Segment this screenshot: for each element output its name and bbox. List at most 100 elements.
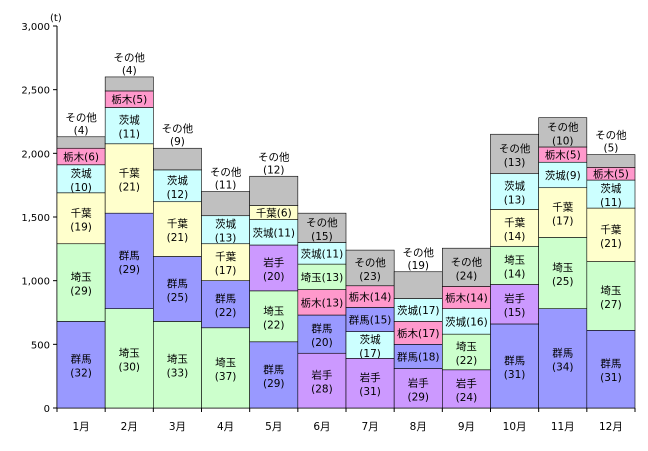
segment-label: 茨城(16)	[445, 315, 488, 328]
bar-segment-その他	[56, 136, 106, 149]
segment-label: 茨城	[119, 114, 140, 127]
segment-pct: (29)	[118, 264, 140, 276]
bar-segment-茨城	[153, 169, 202, 203]
segment-pct: (25)	[167, 292, 189, 304]
segment-pct: (4)	[122, 65, 137, 77]
segment-pct: (14)	[504, 231, 526, 243]
bar-segment-その他	[153, 147, 202, 171]
segment-pct: (14)	[504, 268, 526, 280]
segment-label: 茨城	[600, 182, 621, 195]
segment-pct: (28)	[311, 384, 333, 396]
bar-segment-埼玉	[490, 245, 539, 285]
bar-segment-茨城	[345, 331, 395, 359]
x-tick-label: 9月	[458, 421, 475, 433]
segment-pct: (12)	[263, 164, 285, 176]
segment-pct: (31)	[600, 372, 622, 384]
segment-label: その他	[354, 256, 386, 269]
segment-label: 群馬	[215, 292, 236, 305]
segment-label: 茨城	[71, 167, 92, 180]
segment-label: その他	[403, 246, 435, 259]
segment-label: 群馬	[600, 357, 621, 370]
bar-segment-群馬	[104, 212, 154, 309]
y-axis-unit: (t)	[50, 13, 62, 24]
segment-label: 茨城	[360, 333, 381, 346]
bar-segment-埼玉	[201, 327, 250, 409]
y-tick-label: 2,500	[21, 86, 50, 97]
segment-label: 埼玉	[119, 346, 140, 359]
bar-segment-群馬	[345, 307, 395, 332]
segment-label: 群馬(18)	[397, 350, 440, 363]
segment-label: 千葉(6)	[256, 207, 292, 220]
y-tick-label: 1,000	[21, 277, 50, 288]
segment-label: 千葉	[71, 206, 92, 219]
bar-segment-群馬	[538, 308, 588, 409]
segment-label: 千葉	[119, 166, 140, 179]
segment-label: 千葉	[215, 250, 236, 263]
bar-segment-群馬	[56, 321, 106, 409]
segment-pct: (30)	[118, 361, 140, 373]
x-tick-label: 8月	[410, 421, 427, 433]
segment-pct: (29)	[407, 391, 429, 403]
segment-label: 栃木(14)	[445, 292, 488, 305]
bar-segment-その他	[345, 249, 395, 287]
segment-pct: (37)	[215, 371, 237, 383]
segment-pct: (13)	[504, 195, 526, 207]
bar-segment-群馬	[586, 330, 636, 409]
bars	[56, 76, 636, 409]
x-axis: 1月 2月 3月 4月 5月 6月 7月 8月 9月 10月 11月 12月	[56, 408, 636, 433]
bar-segment-岩手	[249, 244, 299, 292]
segment-label: 岩手	[408, 376, 429, 389]
segment-pct: (22)	[263, 319, 285, 331]
segment-pct: (24)	[456, 270, 478, 282]
x-tick-label: 1月	[72, 421, 89, 433]
bar-segment-その他	[442, 247, 491, 287]
segment-pct: (11)	[118, 129, 140, 141]
segment-pct: (9)	[170, 136, 185, 148]
bar-segment-その他	[538, 117, 588, 148]
segment-label: その他	[595, 129, 627, 142]
y-tick-label: 500	[31, 340, 50, 351]
segment-label: 埼玉	[167, 353, 188, 366]
bar-segment-千葉	[153, 201, 202, 257]
segment-label: 茨城	[167, 174, 188, 187]
segment-label: その他	[499, 142, 531, 155]
bar-segment-群馬	[201, 280, 250, 329]
x-tick-label: 7月	[361, 421, 378, 433]
segment-pct: (17)	[215, 265, 237, 277]
segment-label: 埼玉	[552, 261, 573, 274]
bar-segment-千葉	[56, 192, 106, 245]
segment-pct: (19)	[407, 260, 429, 272]
segment-label: 茨城(17)	[397, 304, 440, 317]
segment-label: 栃木(13)	[301, 296, 344, 309]
segment-pct: (13)	[504, 157, 526, 169]
x-tick-label: 5月	[265, 421, 282, 433]
bar-segment-埼玉	[538, 237, 588, 309]
segment-label: 千葉	[504, 216, 525, 229]
x-tick-label: 10月	[503, 421, 527, 433]
segment-pct: (13)	[215, 233, 237, 245]
segment-pct: (25)	[552, 276, 574, 288]
segment-pct: (29)	[70, 286, 92, 298]
segment-pct: (21)	[600, 238, 622, 250]
bar-segment-栃木	[297, 289, 347, 316]
segment-pct: (12)	[167, 189, 189, 201]
segment-label: 岩手	[504, 292, 525, 305]
segment-label: 茨城(11)	[252, 226, 295, 239]
segment-pct: (11)	[215, 180, 237, 192]
y-tick-label: 0	[44, 404, 50, 415]
bar-segment-その他	[297, 212, 347, 243]
bar-segment-その他	[490, 133, 539, 175]
segment-pct: (29)	[263, 378, 285, 390]
segment-label: その他	[258, 150, 290, 163]
x-tick-label: 6月	[313, 421, 330, 433]
segment-label: 群馬	[552, 346, 573, 359]
segment-label: 群馬	[311, 322, 332, 335]
segment-label: その他	[210, 166, 242, 179]
segment-pct: (15)	[311, 231, 333, 243]
y-tick-label: 1,500	[21, 213, 50, 224]
bar-segment-埼玉	[104, 308, 154, 409]
segment-label: 栃木(17)	[397, 327, 440, 340]
bar-segment-岩手	[345, 358, 395, 409]
x-tick-label: 11月	[551, 421, 575, 433]
